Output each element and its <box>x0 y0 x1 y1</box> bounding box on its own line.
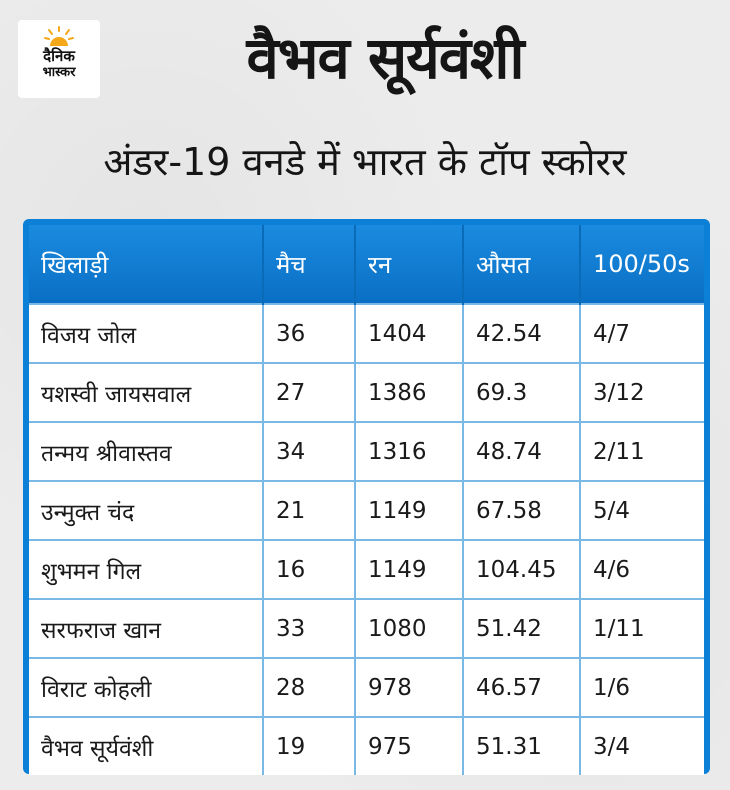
cell-average: 46.57 <box>463 657 581 717</box>
table-row: शुभमन गिल 16 1149 104.45 4/6 <box>29 539 704 599</box>
cell-player: विजय जोल <box>29 303 264 363</box>
cell-hundreds-fifties: 2/11 <box>580 421 704 481</box>
table-row: सरफराज खान 33 1080 51.42 1/11 <box>29 598 704 658</box>
cell-runs: 978 <box>355 657 464 717</box>
cell-average: 48.74 <box>463 421 581 481</box>
cell-matches: 27 <box>263 362 356 422</box>
cell-hundreds-fifties: 1/6 <box>580 657 704 717</box>
cell-runs: 1404 <box>355 303 464 363</box>
cell-player: वैभव सूर्यवंशी <box>29 716 264 775</box>
cell-matches: 19 <box>263 716 356 775</box>
header-runs: रन <box>355 225 464 304</box>
cell-player: यशस्वी जायसवाल <box>29 362 264 422</box>
page-title: वैभव सूर्यवंशी <box>246 24 524 92</box>
table-row: तन्मय श्रीवास्तव 34 1316 48.74 2/11 <box>29 421 704 481</box>
cell-hundreds-fifties: 1/11 <box>580 598 704 658</box>
table-row: उन्मुक्त चंद 21 1149 67.58 5/4 <box>29 480 704 540</box>
cell-player: तन्मय श्रीवास्तव <box>29 421 264 481</box>
cell-hundreds-fifties: 4/7 <box>580 303 704 363</box>
table-header-row: खिलाड़ी मैच रन औसत 100/50s <box>29 225 704 304</box>
cell-runs: 975 <box>355 716 464 775</box>
logo-line1: दैनिक <box>43 47 75 65</box>
logo-line2: भास्कर <box>42 65 76 80</box>
cell-runs: 1149 <box>355 539 464 599</box>
cell-matches: 36 <box>263 303 356 363</box>
header-player: खिलाड़ी <box>29 225 264 304</box>
cell-player: उन्मुक्त चंद <box>29 480 264 540</box>
cell-average: 42.54 <box>463 303 581 363</box>
header-average: औसत <box>463 225 581 304</box>
cell-matches: 34 <box>263 421 356 481</box>
cell-matches: 16 <box>263 539 356 599</box>
dainik-bhaskar-logo: दैनिक भास्कर <box>18 20 100 98</box>
table-row: यशस्वी जायसवाल 27 1386 69.3 3/12 <box>29 362 704 422</box>
header-hundreds-fifties: 100/50s <box>580 225 704 304</box>
cell-average: 51.42 <box>463 598 581 658</box>
table-row: वैभव सूर्यवंशी 19 975 51.31 3/4 <box>29 716 704 775</box>
cell-matches: 33 <box>263 598 356 658</box>
scorers-table-frame: खिलाड़ी मैच रन औसत 100/50s विजय जोल 36 1… <box>23 219 710 775</box>
cell-hundreds-fifties: 4/6 <box>580 539 704 599</box>
cell-runs: 1316 <box>355 421 464 481</box>
table-row: विजय जोल 36 1404 42.54 4/7 <box>29 303 704 363</box>
cell-matches: 21 <box>263 480 356 540</box>
cell-runs: 1080 <box>355 598 464 658</box>
cell-average: 51.31 <box>463 716 581 775</box>
cell-player: शुभमन गिल <box>29 539 264 599</box>
cell-hundreds-fifties: 5/4 <box>580 480 704 540</box>
header-matches: मैच <box>263 225 356 304</box>
cell-player: विराट कोहली <box>29 657 264 717</box>
cell-average: 104.45 <box>463 539 581 599</box>
cell-runs: 1386 <box>355 362 464 422</box>
table-row: विराट कोहली 28 978 46.57 1/6 <box>29 657 704 717</box>
cell-hundreds-fifties: 3/4 <box>580 716 704 775</box>
cell-average: 67.58 <box>463 480 581 540</box>
cell-hundreds-fifties: 3/12 <box>580 362 704 422</box>
scorers-table: खिलाड़ी मैच रन औसत 100/50s विजय जोल 36 1… <box>29 225 704 775</box>
cell-player: सरफराज खान <box>29 598 264 658</box>
cell-runs: 1149 <box>355 480 464 540</box>
cell-matches: 28 <box>263 657 356 717</box>
sun-icon <box>44 26 74 46</box>
cell-average: 69.3 <box>463 362 581 422</box>
page-subtitle: अंडर-19 वनडे में भारत के टॉप स्कोरर <box>103 140 627 184</box>
